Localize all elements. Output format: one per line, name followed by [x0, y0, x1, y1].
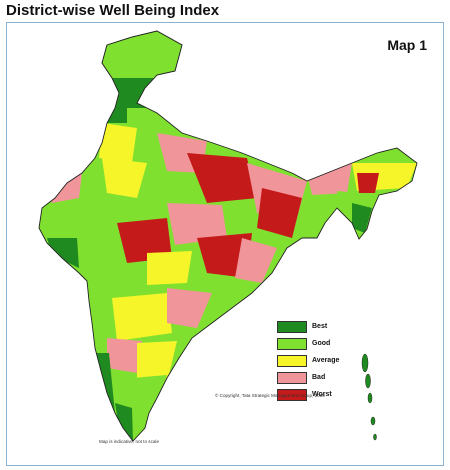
region-deccan-average	[112, 293, 172, 341]
scale-disclaimer: Map is indicative, not to scale	[99, 439, 160, 444]
legend-item: Best	[277, 319, 339, 334]
region-gangetic-worst	[187, 153, 257, 203]
legend-swatch-good	[277, 337, 307, 350]
region-northeast-bad	[307, 163, 352, 195]
legend-swatch-bad	[277, 371, 307, 384]
legend-swatch-best	[277, 320, 307, 333]
legend-label: Worst	[312, 391, 332, 398]
legend-item: Bad	[277, 370, 339, 385]
legend-item: Average	[277, 353, 339, 368]
legend-label: Average	[312, 357, 340, 364]
legend-swatch-average	[277, 354, 307, 367]
district-regions	[39, 31, 417, 441]
region-south-average	[137, 341, 177, 383]
map-legend: Best Good Average Bad Worst	[277, 319, 339, 404]
region-odisha-bad	[235, 238, 277, 283]
region-andhra-bad	[167, 288, 212, 328]
legend-label: Good	[312, 340, 331, 347]
region-east-worst	[257, 188, 302, 238]
region-northeast-worst	[357, 173, 379, 193]
region-central-average	[147, 251, 192, 285]
region-gujarat-best	[47, 238, 79, 268]
legend-swatch-worst	[277, 388, 307, 401]
copyright-note: © Copyright, Tata Strategic Management G…	[215, 393, 325, 398]
region-kerala-best	[115, 403, 133, 441]
legend-label: Bad	[312, 374, 326, 381]
country-outline	[38, 30, 418, 442]
region-northeast-best	[352, 203, 372, 233]
india-district-map	[38, 30, 418, 442]
region-karnataka-bad	[107, 338, 142, 373]
legend-item: Good	[277, 336, 339, 351]
andaman-nicobar-islands	[361, 353, 377, 441]
region-tamilnadu-good	[132, 375, 167, 423]
page-title: District-wise Well Being Index	[6, 2, 220, 19]
legend-label: Best	[312, 323, 328, 330]
legend-item: Worst	[277, 387, 339, 402]
region-west-good	[39, 173, 102, 238]
region-central-bad	[167, 203, 227, 245]
region-central-worst	[117, 218, 172, 263]
region-north-average	[99, 123, 137, 163]
map-panel: Map 1	[6, 22, 444, 466]
region-rajasthan-average	[102, 158, 147, 198]
map-label: Map 1	[387, 37, 427, 53]
